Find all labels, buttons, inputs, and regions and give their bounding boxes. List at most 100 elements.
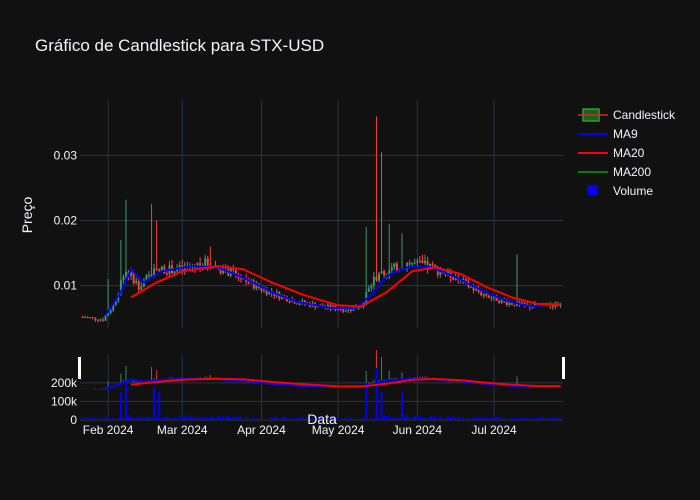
legend-item-volume[interactable]: Volume <box>587 184 653 198</box>
volume-bar <box>265 419 268 420</box>
volume-bar <box>441 418 444 420</box>
volume-bar <box>510 417 513 420</box>
candle-body <box>99 319 102 321</box>
volume-bar <box>452 416 455 420</box>
candle-body <box>148 274 150 276</box>
volume-bar <box>431 417 434 420</box>
volume-bar <box>421 417 424 420</box>
x-tick-label: Apr 2024 <box>237 423 286 437</box>
volume-bar <box>521 417 524 420</box>
candle-body <box>388 270 391 275</box>
candle-body <box>196 263 199 268</box>
volume-bar <box>229 418 232 420</box>
candle-body <box>482 293 485 296</box>
volume-bar <box>398 417 401 420</box>
volume-bar <box>94 416 97 420</box>
volume-bar <box>84 416 87 420</box>
volume-bar <box>480 417 483 420</box>
candle-body <box>303 300 306 304</box>
candle-body <box>86 317 89 319</box>
candle-body <box>107 313 110 316</box>
legend-item-candlestick[interactable]: Candlestick <box>578 108 676 122</box>
candle-body <box>434 265 437 267</box>
candle-body <box>413 262 416 264</box>
volume-bar <box>403 416 406 420</box>
volume-bar <box>89 418 92 420</box>
candle-body <box>367 288 370 292</box>
candle-body <box>344 310 347 312</box>
candle-body <box>81 316 84 318</box>
candle-body <box>91 317 94 319</box>
candle-body <box>96 319 99 321</box>
legend[interactable]: Candlestick MA9 MA20 MA200 Volume <box>578 108 676 198</box>
legend-volume-symbol <box>587 185 597 195</box>
volume-bar <box>434 415 437 420</box>
volume-bar <box>378 417 380 420</box>
legend-item-ma200[interactable]: MA200 <box>578 165 651 179</box>
volume-bar <box>342 418 345 420</box>
volume-bar <box>260 418 263 420</box>
candle-body <box>337 309 340 311</box>
x-tick-label: Feb 2024 <box>83 423 134 437</box>
volume-bar <box>390 417 393 420</box>
x-tick-label: Jul 2024 <box>471 423 517 437</box>
candle-body <box>234 270 237 275</box>
volume-bar <box>528 418 531 420</box>
volume-bar <box>196 417 199 420</box>
candle-body <box>84 316 87 318</box>
volume-bar <box>482 416 485 420</box>
volume-bar <box>209 417 212 420</box>
candle-body <box>531 307 534 309</box>
candle-body <box>263 289 265 291</box>
candle-body <box>477 288 480 293</box>
legend-item-ma20[interactable]: MA20 <box>578 146 645 160</box>
candle-body <box>130 272 133 277</box>
volume-bar <box>171 418 173 420</box>
volume-bar <box>107 416 110 420</box>
volume-bar <box>380 392 383 420</box>
legend-label-ma9: MA9 <box>613 127 638 141</box>
candle-body <box>112 304 115 311</box>
volume-bar <box>498 416 501 420</box>
volume-bar <box>309 418 311 420</box>
chart-title: Gráfico de Candlestick para STX-USD <box>35 36 324 55</box>
volume-bar <box>395 418 398 420</box>
volume-bar <box>234 415 237 420</box>
volume-bar <box>137 418 140 420</box>
volume-bar <box>142 417 145 420</box>
volume-bar <box>329 417 332 420</box>
volume-bar <box>311 417 314 420</box>
volume-bar <box>119 392 122 420</box>
candle-body <box>431 264 434 266</box>
volume-bar <box>536 418 539 420</box>
volume-bar <box>406 414 409 420</box>
volume-bar <box>306 417 309 420</box>
candle-body <box>232 268 235 271</box>
candle-body <box>242 278 245 280</box>
volume-bar <box>214 417 217 420</box>
volume-bar <box>344 417 347 420</box>
candle-body <box>265 289 268 295</box>
candle-body <box>416 260 419 263</box>
legend-item-ma9[interactable]: MA9 <box>578 127 638 141</box>
candle-body <box>109 310 112 314</box>
volume-bar <box>273 416 276 420</box>
candle-body <box>390 266 393 271</box>
volume-tick-label: 0 <box>70 413 77 427</box>
volume-bar <box>365 382 368 420</box>
volume-bar <box>533 418 536 420</box>
candle-body <box>125 271 127 277</box>
volume-tick-label: 100k <box>51 394 78 408</box>
volume-bar <box>383 415 386 420</box>
volume-bar <box>240 416 242 420</box>
volume-bar <box>211 416 214 420</box>
volume-bar <box>393 417 396 420</box>
volume-bar <box>508 418 511 420</box>
candle-body <box>475 288 478 291</box>
volume-bar <box>554 418 557 420</box>
candle-body <box>260 287 263 291</box>
volume-bar <box>332 417 334 420</box>
volume-bar <box>150 418 153 420</box>
volume-bar <box>472 417 475 420</box>
